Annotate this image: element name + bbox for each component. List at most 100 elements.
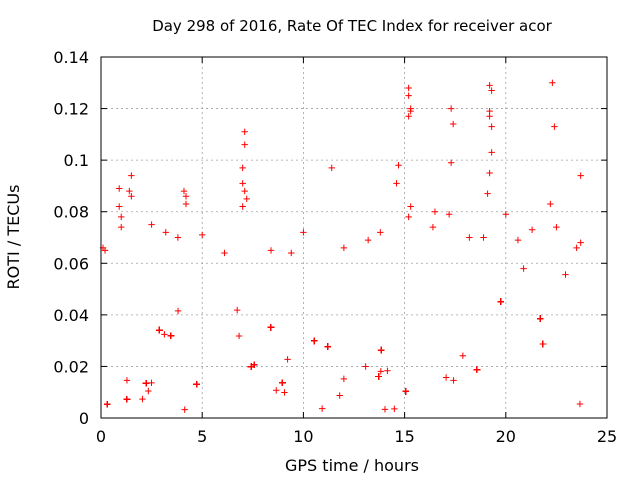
- data-point: [328, 164, 335, 172]
- data-point: [311, 337, 318, 345]
- data-point: [281, 389, 288, 396]
- x-axis-label: GPS time / hours: [285, 456, 419, 475]
- x-tick-label: 25: [597, 427, 617, 446]
- data-point: [233, 306, 241, 314]
- data-point: [116, 185, 123, 192]
- data-point: [537, 315, 544, 322]
- data-point: [142, 380, 150, 387]
- data-point: [445, 211, 453, 218]
- data-point: [123, 377, 131, 384]
- data-point: [239, 180, 246, 187]
- data-point: [480, 234, 487, 241]
- data-point: [577, 172, 584, 179]
- data-point: [167, 332, 175, 339]
- data-point: [431, 208, 439, 215]
- data-point: [405, 92, 412, 99]
- data-point: [126, 187, 133, 195]
- x-tick-label: 0: [96, 427, 106, 446]
- data-point: [284, 356, 291, 363]
- data-point: [402, 388, 409, 395]
- data-point: [139, 395, 146, 403]
- data-point: [407, 203, 414, 210]
- data-point: [381, 406, 389, 413]
- data-point: [459, 352, 467, 359]
- data-point: [488, 149, 495, 156]
- data-point: [243, 195, 250, 203]
- x-tick-label: 20: [496, 427, 516, 446]
- data-point: [520, 265, 527, 272]
- data-point: [239, 203, 246, 210]
- data-point: [273, 387, 280, 394]
- axis-ticks: [100, 56, 608, 419]
- data-point: [393, 180, 400, 187]
- y-tick-label: 0.08: [53, 203, 89, 222]
- y-tick-labels: 0 0.02 0.04 0.06 0.08 0.1 0.12 0.14: [53, 48, 89, 428]
- data-point: [395, 162, 402, 169]
- data-point: [182, 200, 190, 208]
- data-point: [528, 226, 536, 233]
- data-point: [405, 213, 412, 221]
- y-tick-label: 0.1: [64, 151, 89, 170]
- data-point: [148, 221, 155, 228]
- data-point: [384, 367, 391, 374]
- data-point: [484, 190, 491, 197]
- y-tick-label: 0.06: [53, 254, 89, 273]
- data-point: [547, 200, 554, 208]
- data-point: [180, 187, 188, 195]
- data-point: [161, 331, 168, 338]
- data-point: [279, 379, 286, 386]
- data-point: [486, 113, 493, 120]
- data-point: [377, 229, 384, 236]
- data-point: [288, 249, 295, 257]
- grid: [101, 57, 607, 418]
- data-point: [336, 392, 343, 399]
- y-tick-label: 0.12: [53, 100, 89, 119]
- data-point: [128, 172, 135, 179]
- data-point: [407, 107, 414, 115]
- data-point: [104, 400, 111, 408]
- data-point: [182, 193, 190, 200]
- data-point: [473, 366, 481, 373]
- data-point: [553, 223, 560, 231]
- data-point: [486, 82, 493, 89]
- data-point: [442, 374, 450, 381]
- y-tick-label: 0.02: [53, 357, 89, 376]
- data-point: [405, 84, 412, 92]
- data-point: [340, 244, 348, 252]
- data-point: [267, 324, 275, 331]
- data-point: [497, 298, 504, 305]
- data-points: [99, 79, 584, 413]
- data-point: [429, 223, 437, 231]
- data-point: [450, 377, 457, 384]
- data-point: [364, 236, 372, 244]
- data-point: [502, 211, 509, 218]
- data-point: [576, 400, 584, 408]
- data-point: [488, 123, 495, 130]
- data-point: [241, 187, 248, 195]
- data-point: [300, 229, 307, 236]
- data-point: [193, 381, 200, 388]
- x-tick-label: 10: [293, 427, 313, 446]
- data-point: [377, 346, 385, 354]
- data-point: [405, 113, 412, 120]
- data-point: [241, 128, 248, 135]
- data-point: [221, 249, 228, 257]
- data-point: [466, 234, 473, 241]
- data-point: [174, 307, 182, 315]
- data-point: [562, 271, 569, 278]
- data-point: [549, 79, 556, 86]
- data-point: [199, 231, 206, 239]
- data-point: [447, 159, 455, 166]
- data-point: [340, 375, 348, 383]
- data-point: [449, 120, 457, 128]
- data-point: [573, 244, 580, 252]
- data-point: [391, 405, 398, 413]
- data-point: [241, 141, 248, 148]
- data-point: [447, 105, 455, 112]
- data-point: [101, 247, 109, 254]
- data-point: [181, 406, 188, 413]
- data-point: [486, 169, 493, 177]
- data-point: [377, 368, 385, 375]
- data-point: [324, 343, 331, 350]
